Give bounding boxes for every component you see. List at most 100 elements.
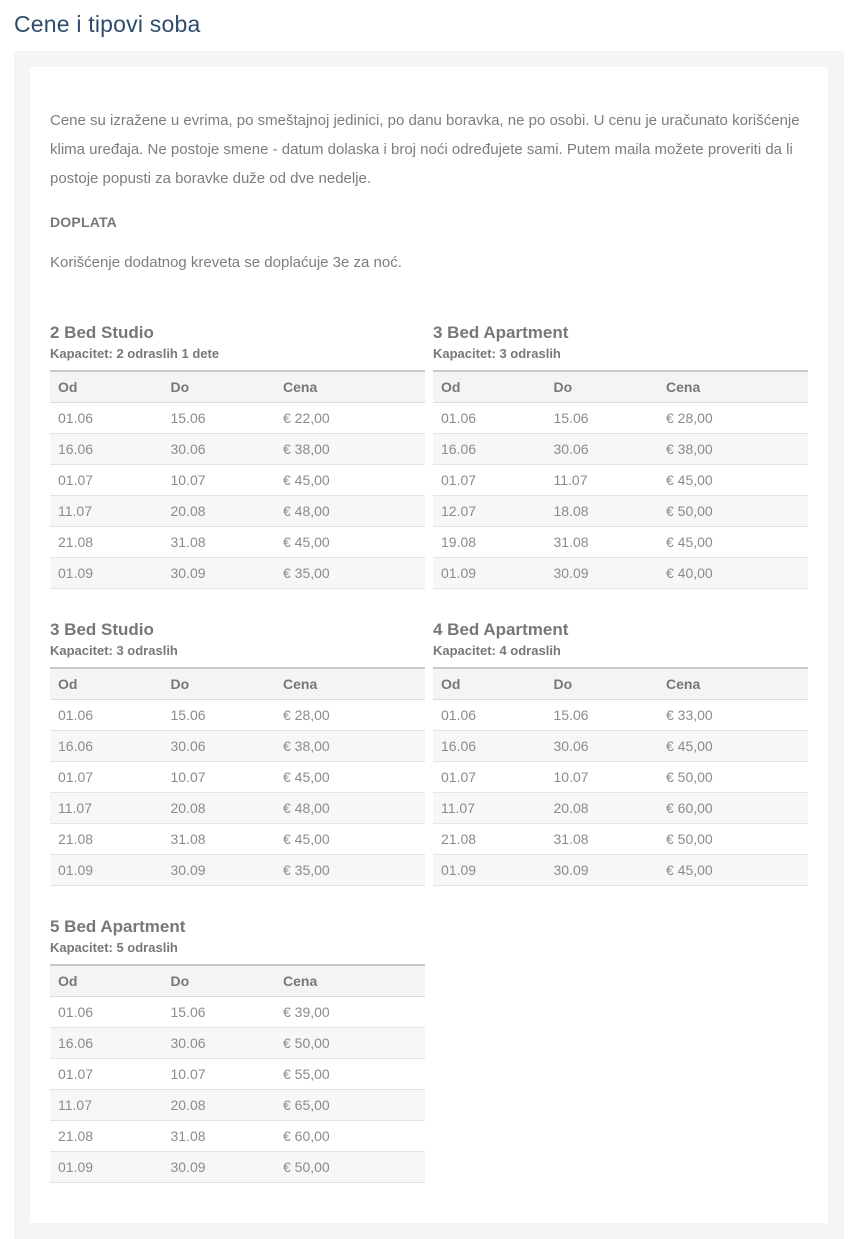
cell-do: 30.09: [545, 557, 658, 589]
column-header-od: Od: [433, 667, 546, 700]
cell-cena: € 39,00: [275, 996, 425, 1028]
column-header-cena: Cena: [275, 370, 425, 403]
cell-do: 10.07: [162, 1058, 275, 1090]
column-header-cena: Cena: [275, 667, 425, 700]
cell-do: 18.08: [545, 495, 658, 527]
cell-do: 30.09: [162, 557, 275, 589]
table-row: 01.06 15.06 € 28,00: [433, 402, 808, 434]
table-row: 01.09 30.09 € 50,00: [50, 1151, 425, 1183]
cell-cena: € 45,00: [658, 526, 808, 558]
cell-cena: € 60,00: [658, 792, 808, 824]
column-header-do: Do: [545, 667, 658, 700]
cell-do: 15.06: [545, 699, 658, 731]
table-row: 01.07 10.07 € 45,00: [50, 464, 425, 496]
table-row: 01.09 30.09 € 45,00: [433, 854, 808, 886]
column-header-od: Od: [50, 667, 163, 700]
cell-od: 11.07: [50, 495, 163, 527]
cell-do: 30.09: [162, 854, 275, 886]
room-capacity: Kapacitet: 3 odraslih: [50, 643, 178, 658]
cell-cena: € 45,00: [658, 854, 808, 886]
table-row: 21.08 31.08 € 50,00: [433, 823, 808, 855]
table-body: 01.06 15.06 € 33,00 16.06 30.06 € 45,00 …: [433, 699, 808, 886]
cell-od: 11.07: [50, 1089, 163, 1121]
table-header-row: Od Do Cena: [433, 370, 808, 403]
table-body: 01.06 15.06 € 28,00 16.06 30.06 € 38,00 …: [50, 699, 425, 886]
table-row: 21.08 31.08 € 60,00: [50, 1120, 425, 1152]
room-section: 2 Bed Studio Kapacitet: 2 odraslih 1 det…: [50, 322, 425, 589]
price-table: Od Do Cena 01.06 15.06 € 28,00 16.06 30.…: [50, 667, 425, 886]
table-row: 16.06 30.06 € 38,00: [50, 730, 425, 762]
room-title: 3 Bed Apartment: [433, 323, 569, 342]
cell-do: 30.06: [162, 433, 275, 465]
table-row: 01.06 15.06 € 28,00: [50, 699, 425, 731]
table-row: 01.09 30.09 € 40,00: [433, 557, 808, 589]
cell-od: 21.08: [50, 1120, 163, 1152]
table-row: 01.07 10.07 € 45,00: [50, 761, 425, 793]
cell-cena: € 40,00: [658, 557, 808, 589]
cell-do: 30.06: [545, 433, 658, 465]
cell-do: 15.06: [162, 402, 275, 434]
cell-cena: € 45,00: [275, 823, 425, 855]
content-card: Cene su izražene u evrima, po smeštajnoj…: [30, 67, 828, 1223]
cell-cena: € 48,00: [275, 495, 425, 527]
cell-cena: € 45,00: [658, 464, 808, 496]
table-row: 16.06 30.06 € 45,00: [433, 730, 808, 762]
cell-do: 31.08: [162, 1120, 275, 1152]
room-title: 5 Bed Apartment: [50, 917, 186, 936]
table-row: 01.09 30.09 € 35,00: [50, 854, 425, 886]
cell-od: 01.09: [433, 854, 546, 886]
cell-do: 31.08: [162, 823, 275, 855]
cell-do: 15.06: [162, 699, 275, 731]
cell-do: 20.08: [545, 792, 658, 824]
table-row: 16.06 30.06 € 38,00: [433, 433, 808, 465]
cell-od: 16.06: [50, 1027, 163, 1059]
price-table: Od Do Cena 01.06 15.06 € 22,00 16.06 30.…: [50, 370, 425, 589]
price-table: Od Do Cena 01.06 15.06 € 28,00 16.06 30.…: [433, 370, 808, 589]
room-section: 4 Bed Apartment Kapacitet: 4 odraslih Od…: [433, 619, 808, 886]
room-section: 3 Bed Apartment Kapacitet: 3 odraslih Od…: [433, 322, 808, 589]
table-row: 01.07 10.07 € 50,00: [433, 761, 808, 793]
cell-od: 01.06: [433, 699, 546, 731]
cell-cena: € 38,00: [275, 433, 425, 465]
table-row: 01.07 10.07 € 55,00: [50, 1058, 425, 1090]
cell-do: 20.08: [162, 792, 275, 824]
column-header-do: Do: [545, 370, 658, 403]
cell-do: 30.06: [162, 730, 275, 762]
cell-od: 16.06: [433, 730, 546, 762]
cell-do: 10.07: [162, 464, 275, 496]
cell-cena: € 22,00: [275, 402, 425, 434]
rooms-grid: 2 Bed Studio Kapacitet: 2 odraslih 1 det…: [50, 322, 808, 1183]
cell-od: 01.07: [50, 1058, 163, 1090]
cell-od: 21.08: [50, 823, 163, 855]
table-row: 11.07 20.08 € 60,00: [433, 792, 808, 824]
cell-do: 30.06: [545, 730, 658, 762]
table-row: 21.08 31.08 € 45,00: [50, 526, 425, 558]
cell-cena: € 35,00: [275, 854, 425, 886]
room-section: 5 Bed Apartment Kapacitet: 5 odraslih Od…: [50, 916, 425, 1183]
cell-cena: € 48,00: [275, 792, 425, 824]
content-panel: Cene su izražene u evrima, po smeštajnoj…: [14, 51, 844, 1239]
cell-do: 11.07: [545, 464, 658, 496]
column-header-cena: Cena: [275, 964, 425, 997]
cell-cena: € 45,00: [275, 464, 425, 496]
column-header-do: Do: [162, 964, 275, 997]
cell-od: 11.07: [433, 792, 546, 824]
room-section: 3 Bed Studio Kapacitet: 3 odraslih Od Do…: [50, 619, 425, 886]
cell-cena: € 45,00: [275, 761, 425, 793]
table-header-row: Od Do Cena: [50, 667, 425, 700]
cell-do: 10.07: [162, 761, 275, 793]
cell-od: 01.06: [50, 402, 163, 434]
column-header-do: Do: [162, 370, 275, 403]
room-title: 4 Bed Apartment: [433, 620, 569, 639]
table-row: 16.06 30.06 € 38,00: [50, 433, 425, 465]
cell-do: 31.08: [162, 526, 275, 558]
table-header-row: Od Do Cena: [50, 370, 425, 403]
table-row: 11.07 20.08 € 48,00: [50, 792, 425, 824]
cell-cena: € 38,00: [275, 730, 425, 762]
price-table: Od Do Cena 01.06 15.06 € 39,00 16.06 30.…: [50, 964, 425, 1183]
table-row: 01.07 11.07 € 45,00: [433, 464, 808, 496]
intro-paragraph: Cene su izražene u evrima, po smeštajnoj…: [50, 112, 800, 187]
cell-cena: € 28,00: [658, 402, 808, 434]
column-header-cena: Cena: [658, 370, 808, 403]
table-row: 21.08 31.08 € 45,00: [50, 823, 425, 855]
